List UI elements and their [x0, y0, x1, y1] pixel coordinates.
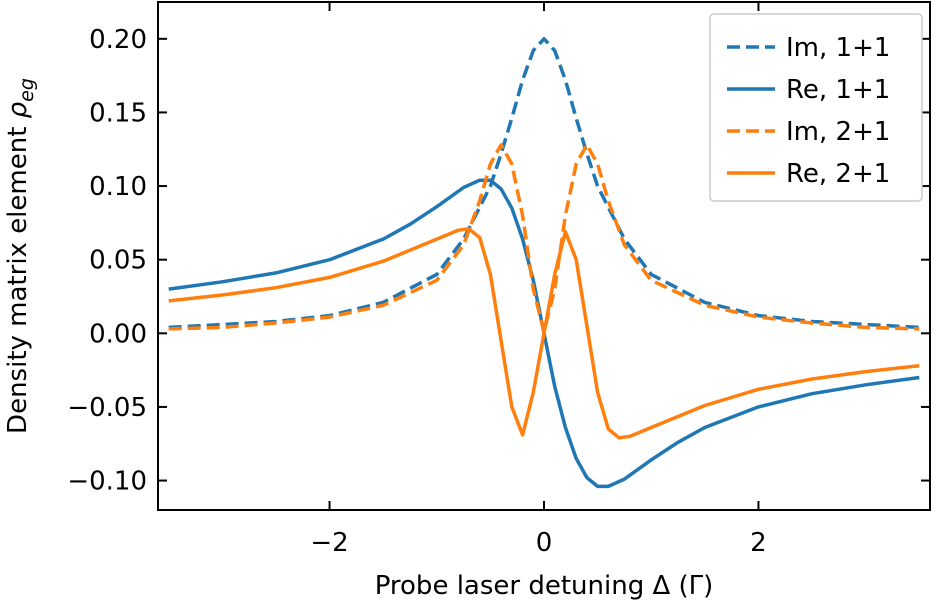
- series-line-1: [168, 37, 920, 330]
- y-tick-label: 0.00: [89, 319, 147, 349]
- y-axis: −0.10 −0.05 0.00 0.05 0.10 0.15 0.20: [67, 25, 930, 497]
- y-tick-label: 0.15: [89, 98, 147, 128]
- y-axis-title: Density matrix element ρeg: [3, 78, 38, 434]
- y-axis-title-subscript: eg: [16, 78, 38, 102]
- x-axis: −2 0 2: [310, 2, 767, 558]
- y-axis-title-text: Density matrix element: [3, 118, 33, 434]
- y-tick-label: −0.05: [67, 393, 147, 423]
- y-tick-label: −0.10: [67, 467, 147, 497]
- y-tick-label: 0.05: [89, 246, 147, 276]
- y-tick-label: 0.10: [89, 172, 147, 202]
- x-tick-label: 2: [750, 528, 767, 558]
- legend-label: Re, 2+1: [786, 159, 890, 189]
- legend-frame: [709, 13, 923, 202]
- x-tick-label: −2: [310, 528, 348, 558]
- y-tick-label: 0.20: [89, 25, 147, 55]
- legend-label: Im, 1+1: [786, 33, 890, 63]
- y-axis-title-symbol: ρ: [3, 101, 33, 118]
- plot-lines: [168, 37, 920, 489]
- x-tick-label: 0: [536, 528, 553, 558]
- legend: Im, 1+1 Re, 1+1 Im, 2+1 Re, 2+1: [709, 13, 923, 202]
- x-axis-title: Probe laser detuning Δ (Γ): [375, 571, 714, 601]
- legend-label: Im, 2+1: [786, 117, 890, 147]
- series-line-4: [168, 227, 920, 440]
- legend-label: Re, 1+1: [786, 75, 890, 105]
